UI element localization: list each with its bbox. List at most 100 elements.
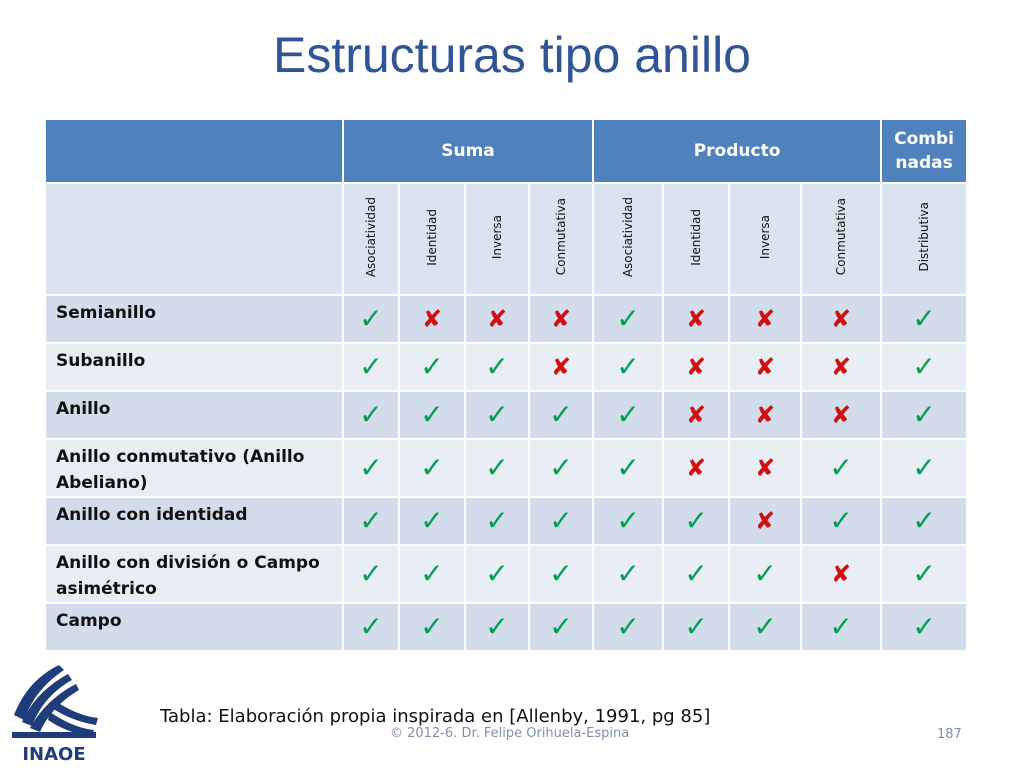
check-icon: ✓ (662, 544, 731, 604)
check-icon: ✓ (880, 544, 969, 604)
cross-icon: ✘ (662, 294, 731, 344)
check-icon: ✓ (592, 544, 665, 604)
check-icon: ✓ (880, 294, 969, 344)
check-icon: ✓ (728, 544, 803, 604)
table-row: Anillo ✓ ✓ ✓ ✓ ✓ ✘ ✘ ✘ ✓ (44, 390, 969, 440)
cross-icon: ✘ (800, 294, 883, 344)
row-label: Anillo con división o Campo asimétrico (44, 544, 344, 604)
check-icon: ✓ (464, 342, 530, 392)
group-combinadas: Combi nadas (880, 118, 969, 184)
check-icon: ✓ (527, 602, 595, 652)
check-icon: ✓ (592, 438, 665, 498)
row-label: Anillo conmutativo (Anillo Abeliano) (44, 438, 344, 498)
check-icon: ✓ (592, 602, 665, 652)
check-icon: ✓ (342, 294, 400, 344)
table-row: Subanillo ✓ ✓ ✓ ✘ ✓ ✘ ✘ ✘ ✓ (44, 342, 969, 392)
property-corner-cell (44, 182, 344, 296)
check-icon: ✓ (800, 602, 883, 652)
property-label: Inversa (758, 214, 773, 260)
property-header-0: Asociatividad (342, 182, 400, 296)
check-icon: ✓ (592, 294, 665, 344)
property-header-7: Conmutativa (800, 182, 883, 296)
property-header-4: Asociatividad (592, 182, 665, 296)
row-label: Subanillo (44, 342, 344, 392)
property-label: Identidad (425, 208, 439, 266)
property-label: Conmutativa (554, 198, 569, 276)
check-icon: ✓ (880, 438, 969, 498)
property-label: Asociatividad (621, 196, 636, 278)
row-label: Anillo (44, 390, 344, 440)
table-row: Anillo conmutativo (Anillo Abeliano) ✓ ✓ ✓ ✓… (44, 438, 969, 498)
cross-icon: ✘ (800, 342, 883, 392)
cross-icon: ✘ (728, 294, 803, 344)
row-label: Anillo con identidad (44, 496, 344, 546)
cross-icon: ✘ (662, 342, 731, 392)
table-caption: Tabla: Elaboración propia inspirada en [… (160, 706, 711, 727)
cross-icon: ✘ (728, 390, 803, 440)
property-header-5: Identidad (662, 182, 731, 296)
check-icon: ✓ (527, 496, 595, 546)
property-label: Asociatividad (364, 196, 378, 278)
ring-structures-table: Suma Producto Combi nadas Asociatividad I… (44, 118, 969, 652)
check-icon: ✓ (662, 496, 731, 546)
cross-icon: ✘ (398, 294, 466, 344)
check-icon: ✓ (880, 496, 969, 546)
check-icon: ✓ (800, 496, 883, 546)
check-icon: ✓ (342, 602, 400, 652)
check-icon: ✓ (464, 602, 530, 652)
cross-icon: ✘ (728, 438, 803, 498)
check-icon: ✓ (398, 496, 466, 546)
page-number: 187 (937, 727, 962, 742)
check-icon: ✓ (342, 342, 400, 392)
group-producto: Producto (592, 118, 883, 184)
check-icon: ✓ (398, 544, 466, 604)
check-icon: ✓ (527, 544, 595, 604)
check-icon: ✓ (728, 602, 803, 652)
check-icon: ✓ (398, 438, 466, 498)
check-icon: ✓ (527, 438, 595, 498)
check-icon: ✓ (880, 602, 969, 652)
property-header-2: Inversa (464, 182, 530, 296)
check-icon: ✓ (464, 438, 530, 498)
property-header-1: Identidad (398, 182, 466, 296)
property-header-8: Distributiva (880, 182, 969, 296)
property-header-6: Inversa (728, 182, 803, 296)
logo-wordmark: INAOE (22, 744, 85, 765)
check-icon: ✓ (464, 544, 530, 604)
cross-icon: ✘ (800, 390, 883, 440)
check-icon: ✓ (398, 602, 466, 652)
cross-icon: ✘ (527, 342, 595, 392)
cross-icon: ✘ (527, 294, 595, 344)
check-icon: ✓ (342, 496, 400, 546)
check-icon: ✓ (398, 342, 466, 392)
cross-icon: ✘ (464, 294, 530, 344)
check-icon: ✓ (342, 544, 400, 604)
check-icon: ✓ (592, 342, 665, 392)
table-row: Semianillo ✓ ✘ ✘ ✘ ✓ ✘ ✘ ✘ ✓ (44, 294, 969, 344)
cross-icon: ✘ (662, 438, 731, 498)
property-header-row: Asociatividad Identidad Inversa Conmutativa… (44, 182, 969, 296)
check-icon: ✓ (662, 602, 731, 652)
group-suma: Suma (341, 118, 595, 184)
property-label: Inversa (490, 214, 504, 260)
check-icon: ✓ (880, 342, 969, 392)
property-label: Distributiva (917, 202, 932, 272)
slide-title: Estructuras tipo anillo (272, 27, 751, 83)
check-icon: ✓ (527, 390, 595, 440)
cross-icon: ✘ (728, 496, 803, 546)
property-header-3: Conmutativa (527, 182, 595, 296)
check-icon: ✓ (880, 390, 969, 440)
row-label: Semianillo (44, 294, 344, 344)
table-row: Campo ✓ ✓ ✓ ✓ ✓ ✓ ✓ ✓ ✓ (44, 602, 969, 652)
property-label: Conmutativa (834, 198, 849, 276)
check-icon: ✓ (800, 438, 883, 498)
check-icon: ✓ (592, 496, 665, 546)
cross-icon: ✘ (800, 544, 883, 604)
check-icon: ✓ (398, 390, 466, 440)
cross-icon: ✘ (662, 390, 731, 440)
check-icon: ✓ (592, 390, 665, 440)
row-label: Campo (44, 602, 344, 652)
footer-copyright: © 2012-6. Dr. Felipe Orihuela-Espina (390, 726, 630, 741)
check-icon: ✓ (464, 390, 530, 440)
property-label: Identidad (689, 208, 704, 266)
